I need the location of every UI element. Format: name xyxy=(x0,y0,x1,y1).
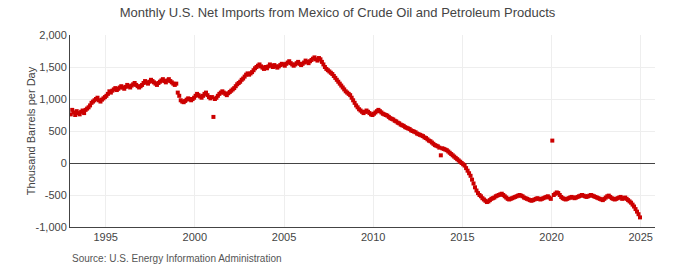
svg-text:-1,000: -1,000 xyxy=(36,221,67,233)
svg-text:Monthly U.S. Net Imports from: Monthly U.S. Net Imports from Mexico of … xyxy=(120,5,556,20)
svg-text:1,000: 1,000 xyxy=(39,93,67,105)
svg-text:2000: 2000 xyxy=(183,231,207,243)
svg-text:2005: 2005 xyxy=(272,231,296,243)
svg-text:1995: 1995 xyxy=(93,231,117,243)
svg-text:2025: 2025 xyxy=(628,231,652,243)
svg-text:2,000: 2,000 xyxy=(39,29,67,41)
svg-text:500: 500 xyxy=(48,125,66,137)
svg-text:Thousand Barrels per Day: Thousand Barrels per Day xyxy=(25,66,37,195)
svg-text:2020: 2020 xyxy=(539,231,563,243)
svg-text:1,500: 1,500 xyxy=(39,61,67,73)
svg-text:2010: 2010 xyxy=(361,231,385,243)
svg-text:-500: -500 xyxy=(45,189,67,201)
svg-text:2015: 2015 xyxy=(450,231,474,243)
svg-text:0: 0 xyxy=(61,157,67,169)
svg-text:Source: U.S. Energy Informatio: Source: U.S. Energy Information Administ… xyxy=(72,253,282,264)
